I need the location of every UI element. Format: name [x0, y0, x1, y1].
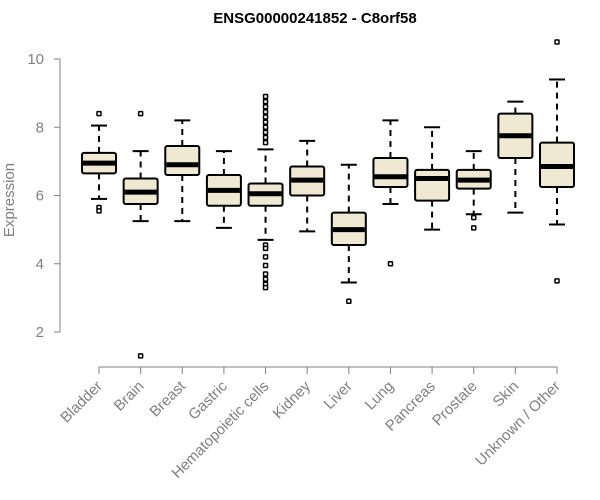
- outlier-point: [96, 110, 102, 117]
- box-brain: [122, 110, 159, 359]
- outlier-point: [262, 114, 269, 120]
- box-prostate: [455, 150, 492, 231]
- outlier-point: [262, 245, 269, 252]
- y-tick-label: 6: [36, 188, 44, 205]
- outlier-point: [96, 208, 102, 214]
- x-tick-label: Bladder: [57, 378, 106, 427]
- outlier-point: [262, 93, 269, 100]
- y-tick-label: 10: [27, 51, 44, 68]
- chart-title: ENSG00000241852 - C8orf58: [213, 10, 416, 27]
- box-breast: [164, 119, 201, 223]
- outlier-point: [262, 104, 269, 110]
- y-tick-label: 8: [36, 119, 44, 136]
- y-axis: 2 4 6 8 10: [27, 51, 61, 341]
- outlier-point: [554, 39, 560, 45]
- iqr-box: [164, 145, 201, 177]
- outlier-point: [470, 214, 477, 221]
- outlier-point: [137, 110, 144, 117]
- iqr-box: [372, 156, 409, 188]
- outlier-point: [262, 284, 269, 291]
- outlier-point: [346, 298, 352, 305]
- x-tick-label: Breast: [146, 377, 189, 420]
- outlier-point: [262, 262, 269, 269]
- outlier-point: [262, 124, 269, 130]
- y-tick-label: 2: [36, 324, 44, 341]
- box-gastric: [205, 150, 242, 229]
- box-lung: [372, 119, 409, 267]
- outlier-point: [470, 225, 477, 231]
- x-tick-label: Prostate: [429, 378, 481, 430]
- outlier-point: [137, 353, 144, 359]
- outlier-point: [262, 129, 269, 136]
- outlier-point: [262, 98, 269, 105]
- box-liver: [330, 163, 367, 305]
- x-tick-label: Kidney: [270, 377, 315, 422]
- box-pancreas: [414, 126, 451, 231]
- outlier-point: [387, 261, 394, 267]
- iqr-box: [414, 168, 451, 202]
- x-tick-label: Skin: [490, 378, 523, 411]
- box-kidney: [289, 139, 326, 233]
- outlier-point: [554, 278, 560, 284]
- outlier-point: [262, 271, 269, 277]
- x-tick-label: Liver: [321, 378, 356, 413]
- x-tick-label: Lung: [362, 378, 398, 414]
- box-bladder: [81, 110, 117, 214]
- boxes: [81, 39, 575, 359]
- outlier-point: [262, 276, 269, 282]
- outlier-point: [262, 139, 269, 146]
- y-axis-label: Expression: [1, 163, 18, 237]
- box-unknown-other: [539, 39, 575, 284]
- y-tick-label: 4: [36, 256, 44, 273]
- outlier-point: [262, 109, 269, 115]
- outlier-point: [262, 119, 269, 125]
- box-skin: [497, 100, 534, 214]
- outlier-point: [262, 134, 269, 141]
- outlier-point: [262, 254, 269, 260]
- x-tick-label: Brain: [111, 378, 148, 415]
- box-hematopoietic-cells: [247, 93, 284, 291]
